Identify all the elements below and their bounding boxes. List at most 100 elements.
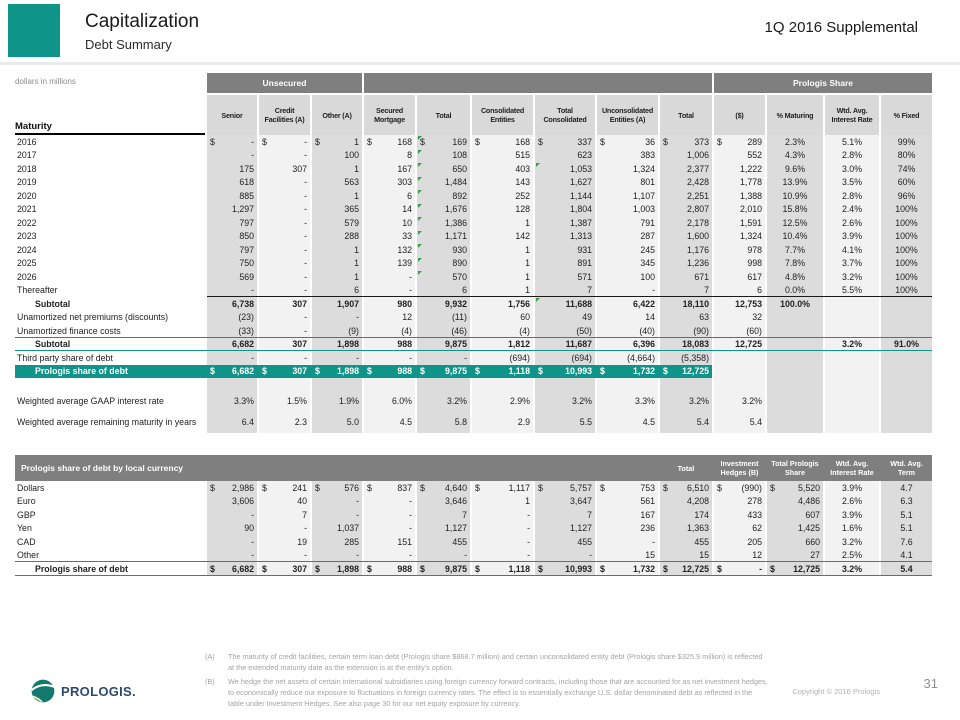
value-cell: 3.9% bbox=[825, 481, 879, 495]
value-cell: 11,688 bbox=[535, 297, 595, 311]
value-cell: $4,640 bbox=[417, 481, 470, 495]
value-cell: 128 bbox=[472, 202, 533, 216]
value-cell: 167 bbox=[597, 508, 658, 522]
logo-text-bold: PRO bbox=[61, 683, 91, 699]
value-cell: 563 bbox=[312, 175, 362, 189]
value-cell: 891 bbox=[535, 256, 595, 270]
row-label: Weighted average GAAP interest rate bbox=[17, 395, 164, 406]
value-cell: 5.1 bbox=[881, 508, 932, 522]
value-cell: 607 bbox=[767, 508, 823, 522]
value-cell: - bbox=[417, 351, 470, 365]
value-cell: 91.0% bbox=[881, 337, 932, 351]
value-cell: 433 bbox=[714, 508, 765, 522]
value-cell: - bbox=[259, 243, 310, 257]
cell-value: - bbox=[759, 563, 762, 574]
value-cell: 285 bbox=[312, 535, 362, 549]
cell-value: 2,986 bbox=[231, 482, 254, 493]
value-cell bbox=[825, 324, 879, 338]
currency-symbol: $ bbox=[770, 482, 775, 493]
value-cell bbox=[312, 378, 362, 390]
table-row: 2025 750-1 139 890 1 891 345 1,236 998 7.8% 3.7% 10… bbox=[15, 256, 932, 270]
value-cell: 100 bbox=[597, 270, 658, 284]
row-label: 2018 bbox=[17, 163, 37, 174]
value-cell: 1,627 bbox=[535, 175, 595, 189]
value-cell: 1,778 bbox=[714, 175, 765, 189]
value-cell: 6.3 bbox=[881, 494, 932, 508]
value-cell: 4.1% bbox=[825, 243, 879, 257]
value-cell: 1 bbox=[312, 270, 362, 284]
cell-value: 6,510 bbox=[686, 482, 709, 493]
value-cell bbox=[767, 378, 823, 390]
value-cell: (46) bbox=[417, 324, 470, 338]
value-cell: 7 bbox=[535, 283, 595, 297]
green-corner-flag bbox=[536, 163, 540, 167]
value-cell: 1,425 bbox=[767, 521, 823, 535]
column-header: Total bbox=[660, 95, 712, 135]
value-cell: 307 bbox=[259, 337, 310, 351]
row-label: 2026 bbox=[17, 271, 37, 282]
value-cell: 1,898 bbox=[312, 337, 362, 351]
value-cell: 998 bbox=[714, 256, 765, 270]
row-label: 2024 bbox=[17, 244, 37, 255]
value-cell: 4.3% bbox=[767, 148, 823, 162]
cell-value: 289 bbox=[747, 136, 762, 147]
value-cell: 3.5% bbox=[825, 175, 879, 189]
currency-symbol: $ bbox=[315, 136, 320, 147]
value-cell bbox=[597, 378, 658, 390]
cell-value: 337 bbox=[577, 136, 592, 147]
maturity-table: dollars in millions Unsecured Prologis Sha… bbox=[15, 73, 932, 433]
table2-column-header: Wtd. Avg. Interest Rate bbox=[830, 459, 874, 477]
value-cell: 13.9% bbox=[767, 175, 823, 189]
value-cell: 108 bbox=[417, 148, 470, 162]
cell-value: 307 bbox=[292, 563, 307, 574]
value-cell: 12.5% bbox=[767, 216, 823, 230]
row-label: GBP bbox=[17, 509, 36, 520]
value-cell: 5.4 bbox=[660, 411, 712, 433]
value-cell: - bbox=[364, 494, 415, 508]
cell-value: 9,875 bbox=[444, 366, 467, 377]
cell-value: 1,117 bbox=[508, 482, 530, 493]
value-cell: 552 bbox=[714, 148, 765, 162]
value-cell: - bbox=[259, 148, 310, 162]
value-cell: 7.7% bbox=[767, 243, 823, 257]
table1-group-header: dollars in millions Unsecured Prologis Sha… bbox=[15, 73, 932, 93]
value-cell: $6,510 bbox=[660, 481, 712, 495]
value-cell: $5,757 bbox=[535, 481, 595, 495]
value-cell: 1,676 bbox=[417, 202, 470, 216]
value-cell: 623 bbox=[535, 148, 595, 162]
value-cell: 3.2% bbox=[825, 535, 879, 549]
value-cell: 988 bbox=[364, 337, 415, 351]
value-cell: 100% bbox=[881, 256, 932, 270]
column-header: Wtd. Avg. Interest Rate bbox=[825, 95, 879, 135]
cell-value: 168 bbox=[397, 136, 412, 147]
value-cell: 40 bbox=[259, 494, 310, 508]
cell-value: 5,520 bbox=[797, 482, 820, 493]
value-cell: 3.2% bbox=[825, 270, 879, 284]
column-group-prologis-share: Prologis Share bbox=[714, 73, 932, 93]
value-cell bbox=[881, 297, 932, 311]
currency-symbol: $ bbox=[420, 482, 425, 493]
value-cell: 6,396 bbox=[597, 337, 658, 351]
row-label: 2023 bbox=[17, 231, 37, 242]
value-cell: 3.2% bbox=[825, 562, 879, 576]
value-cell: 7 bbox=[259, 508, 310, 522]
value-cell: (33) bbox=[207, 324, 257, 338]
table1-column-headers: Maturity Senior Credit Facilities (A) Other… bbox=[15, 95, 932, 135]
value-cell: - bbox=[472, 548, 533, 562]
value-cell: 5.8 bbox=[417, 411, 470, 433]
value-cell: 3,606 bbox=[207, 494, 257, 508]
value-cell: - bbox=[259, 175, 310, 189]
value-cell: 2.8% bbox=[825, 189, 879, 203]
value-cell: 1,006 bbox=[660, 148, 712, 162]
value-cell: 3.9% bbox=[825, 508, 879, 522]
value-cell: 2.3 bbox=[259, 411, 310, 433]
value-cell: 750 bbox=[207, 256, 257, 270]
value-cell: 579 bbox=[312, 216, 362, 230]
cell-value: 9,875 bbox=[444, 563, 467, 574]
value-cell: 6 bbox=[312, 283, 362, 297]
value-cell: 307 bbox=[259, 297, 310, 311]
value-cell: 2,178 bbox=[660, 216, 712, 230]
value-cell: (60) bbox=[714, 324, 765, 338]
value-cell: 1,591 bbox=[714, 216, 765, 230]
value-cell: 3,646 bbox=[417, 494, 470, 508]
